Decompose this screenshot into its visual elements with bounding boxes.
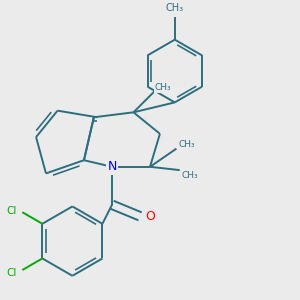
Text: CH₃: CH₃ xyxy=(166,3,184,13)
Text: Cl: Cl xyxy=(7,206,17,216)
Text: CH₃: CH₃ xyxy=(181,171,198,180)
Text: CH₃: CH₃ xyxy=(155,83,172,92)
Text: CH₃: CH₃ xyxy=(178,140,195,149)
Text: N: N xyxy=(107,160,117,173)
Text: O: O xyxy=(145,210,155,223)
Text: Cl: Cl xyxy=(7,268,17,278)
